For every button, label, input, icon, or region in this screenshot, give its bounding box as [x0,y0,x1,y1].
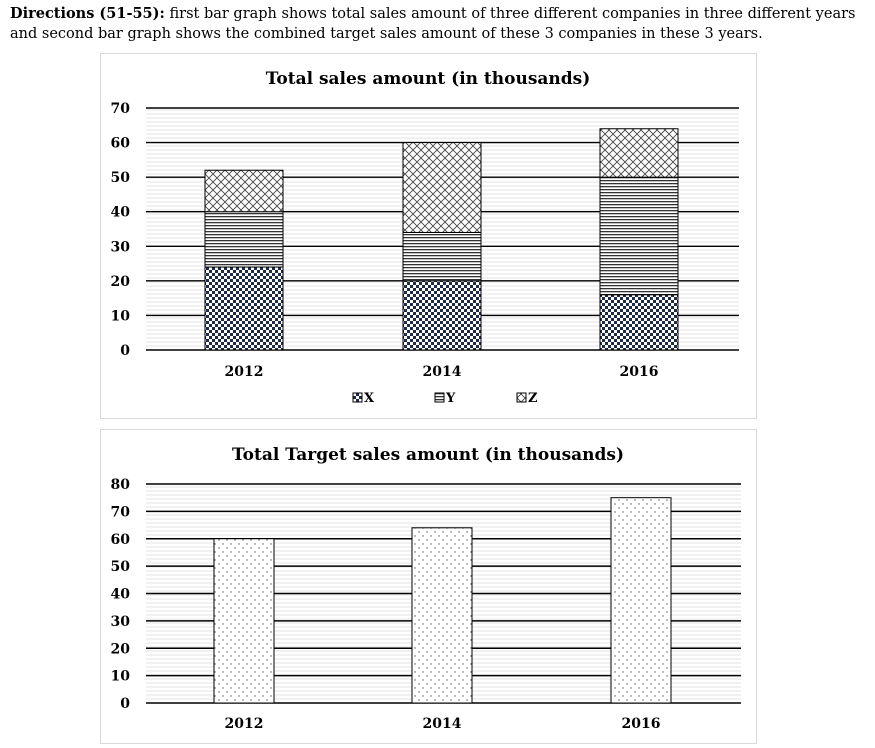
bar-2014 [411,527,473,704]
directions-text: Directions (51-55): first bar graph show… [10,4,865,44]
y-tick-label: 0 [120,696,130,712]
total-sales-chart-panel: Total sales amount (in thousands) 0 10 20 30… [100,53,757,419]
legend-label: Y [445,391,456,406]
x-category-label: 2012 [225,716,264,732]
bar-2012-x [204,266,284,351]
y-tick-label: 60 [111,532,131,548]
total-sales-chart: Total sales amount (in thousands) 0 10 20 30… [111,69,739,406]
x-category-label: 2016 [620,364,659,380]
legend-swatch [352,392,363,403]
target-sales-chart-panel: Total Target sales amount (in thousands)… [100,429,757,744]
x-category-label: 2012 [225,364,264,380]
y-tick-label: 50 [111,170,131,186]
y-tick-label: 40 [111,587,131,603]
y-tick-label: 10 [111,308,131,324]
legend-item-y: Y [434,391,456,406]
legend-swatch [434,392,445,403]
y-tick-label: 10 [111,669,131,685]
legend-item-z: Z [516,391,538,406]
y-tick-label: 70 [111,504,131,520]
y-tick-label: 40 [111,205,131,221]
legend-label: X [364,391,375,406]
bar-2012-z [204,169,284,213]
y-tick-label: 60 [111,136,131,152]
bar-2014-y [402,231,482,282]
y-tick-label: 30 [111,614,131,630]
x-category-label: 2014 [423,364,462,380]
bar-2012-y [204,211,284,268]
y-tick-label: 30 [111,239,131,255]
y-tick-label: 20 [111,641,131,657]
bar-2014-x [402,280,482,351]
chart-title: Total Target sales amount (in thousands) [232,445,624,465]
bar-2012 [213,538,275,704]
directions-body: first bar graph shows total sales amount… [10,6,856,42]
y-tick-label: 50 [111,559,131,575]
directions-label: Directions (51-55): [10,5,165,22]
bar-2016 [610,497,672,704]
y-tick-label: 70 [111,101,131,117]
legend-swatch [516,392,527,403]
y-tick-label: 0 [120,343,130,359]
target-sales-chart: Total Target sales amount (in thousands)… [111,445,741,732]
chart-title: Total sales amount (in thousands) [266,69,591,89]
bar-2016-z [599,128,679,178]
legend-label: Z [528,391,538,406]
y-tick-label: 20 [111,274,131,290]
x-category-label: 2016 [622,716,661,732]
bar-2014-z [402,142,482,233]
bar-2016-x [599,294,679,351]
legend-item-x: X [352,391,375,406]
bar-2016-y [599,176,679,296]
y-tick-label: 80 [111,477,131,493]
x-category-label: 2014 [423,716,462,732]
